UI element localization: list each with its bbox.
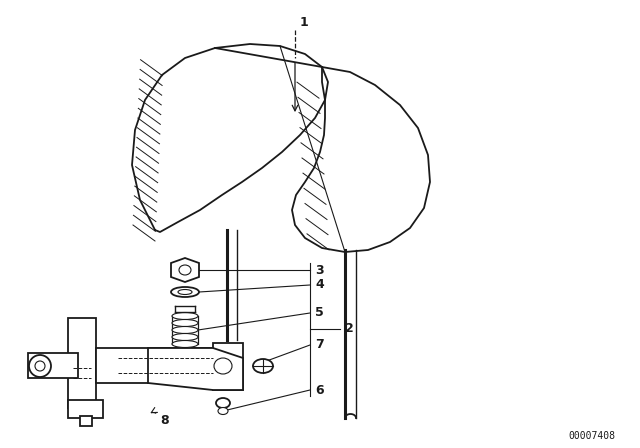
Ellipse shape <box>178 289 192 294</box>
Ellipse shape <box>253 359 273 373</box>
Polygon shape <box>28 353 78 378</box>
Ellipse shape <box>172 313 198 319</box>
Polygon shape <box>213 343 243 390</box>
Polygon shape <box>68 318 96 408</box>
Text: 2: 2 <box>345 323 354 336</box>
Polygon shape <box>96 348 238 383</box>
Ellipse shape <box>172 333 198 340</box>
Polygon shape <box>292 67 430 252</box>
Text: 4: 4 <box>315 279 324 292</box>
Ellipse shape <box>171 287 199 297</box>
Polygon shape <box>68 400 103 418</box>
Ellipse shape <box>179 265 191 275</box>
Polygon shape <box>148 348 243 390</box>
Text: 7: 7 <box>315 339 324 352</box>
Polygon shape <box>171 258 199 282</box>
Text: 5: 5 <box>315 306 324 319</box>
Text: 1: 1 <box>300 16 308 29</box>
Text: 00007408: 00007408 <box>568 431 615 441</box>
Ellipse shape <box>216 398 230 408</box>
Text: 3: 3 <box>315 263 324 276</box>
Ellipse shape <box>214 358 232 374</box>
Text: 6: 6 <box>315 383 324 396</box>
Ellipse shape <box>218 408 228 414</box>
Text: 8: 8 <box>161 414 170 426</box>
Ellipse shape <box>172 340 198 348</box>
Ellipse shape <box>29 355 51 377</box>
Polygon shape <box>132 44 328 232</box>
Ellipse shape <box>172 327 198 333</box>
Ellipse shape <box>35 361 45 371</box>
Ellipse shape <box>172 319 198 327</box>
Polygon shape <box>80 416 92 426</box>
